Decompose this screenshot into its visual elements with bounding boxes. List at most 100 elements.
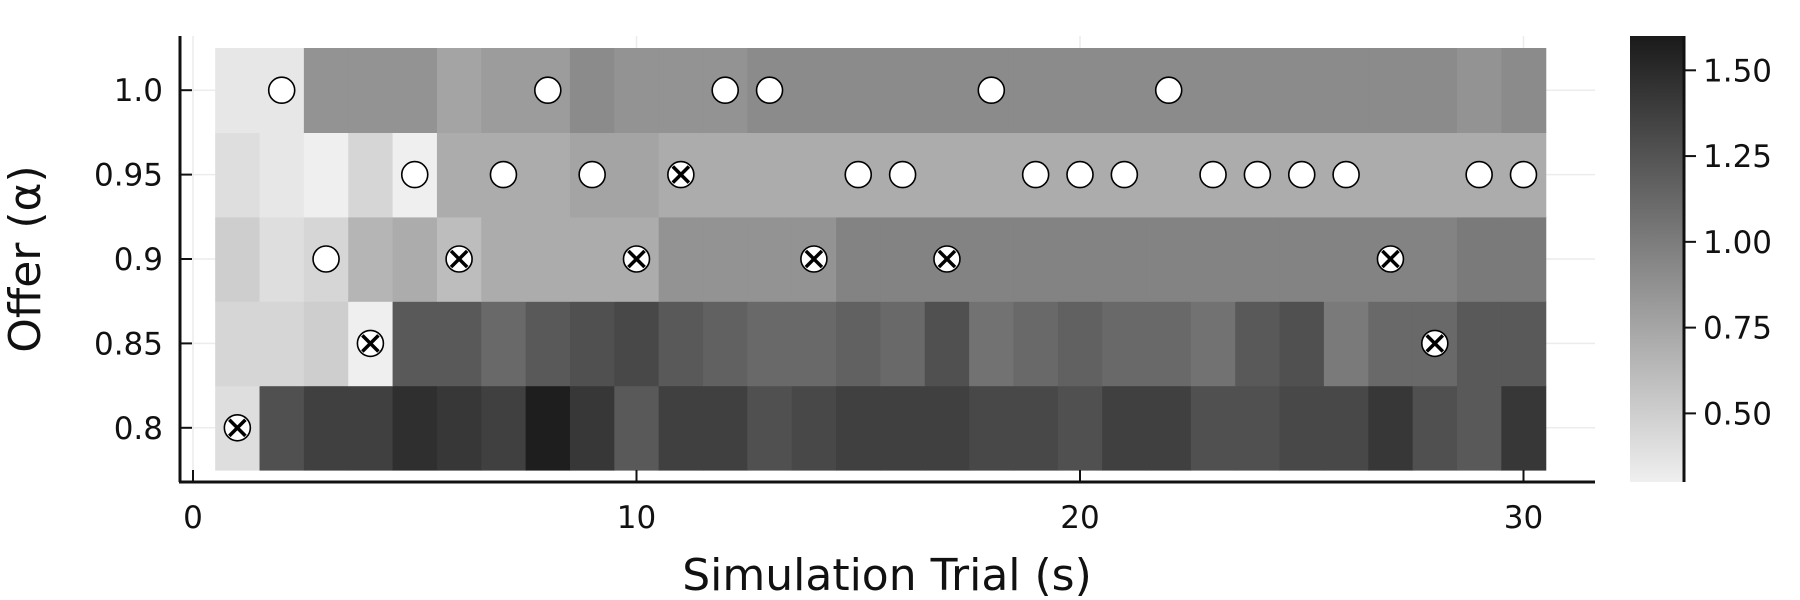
y-ticks: 0.8 0.85 0.9 0.95 1.0 [94, 73, 192, 447]
heatmap-cell [436, 48, 482, 133]
heatmap-cell [392, 385, 438, 471]
heatmap-cell [303, 132, 349, 218]
heatmap-cell [1190, 301, 1236, 387]
cross-mark [1425, 334, 1445, 353]
open-circle-marker [844, 160, 873, 189]
heatmap-cell [215, 216, 261, 302]
heatmap-cell [1235, 48, 1281, 133]
heatmap-cell [1190, 48, 1236, 133]
heatmap-cell [747, 301, 793, 387]
heatmap-cell [259, 385, 305, 471]
heatmap-cell [969, 216, 1015, 302]
heatmap-cell [880, 301, 926, 387]
x-tick-label: 20 [1060, 500, 1099, 536]
heatmap-cell [303, 48, 349, 133]
heatmap-cell [658, 385, 704, 471]
heatmap-cell [348, 48, 394, 133]
colorbar-gradient [1630, 36, 1684, 482]
x-tick-label: 10 [617, 500, 656, 536]
heatmap-cell [969, 132, 1015, 218]
heatmap-cell [525, 132, 571, 218]
heatmap-cell [1323, 301, 1369, 387]
heatmap-cell [392, 48, 438, 133]
markers [223, 76, 1538, 442]
open-circle-marker [312, 245, 340, 273]
heatmap-cell [791, 48, 837, 133]
heatmap-cell [1323, 48, 1369, 133]
heatmap-cell [525, 385, 571, 471]
open-circle-marker [1509, 160, 1538, 189]
heatmap-cell [1368, 132, 1414, 218]
heatmap-cell [1501, 301, 1547, 387]
heatmap-cell [969, 385, 1015, 471]
heatmap-cell [1279, 48, 1325, 133]
heatmap-cell [880, 48, 926, 133]
heatmap-cell [1323, 216, 1369, 302]
heatmap-cell [259, 216, 305, 302]
x-ticks: 0 10 20 30 [183, 470, 1543, 536]
open-circle-marker [1332, 160, 1360, 189]
open-circle-marker [1199, 160, 1227, 189]
heatmap-cell [703, 301, 748, 387]
cross-mark [449, 249, 469, 269]
heatmap-cell [481, 48, 527, 133]
heatmap-cell [1456, 385, 1502, 471]
heatmap-cell [525, 301, 571, 387]
y-tick-label: 0.85 [94, 326, 163, 362]
heatmap-cell [392, 216, 438, 302]
heatmap-cell [1146, 132, 1192, 218]
heatmap-cell [1412, 48, 1458, 133]
heatmap-cell [1412, 132, 1458, 218]
heatmap-cell [1323, 385, 1369, 471]
open-circle-marker [1066, 160, 1094, 189]
heatmap-cell [880, 216, 926, 302]
heatmap-cell [1013, 216, 1059, 302]
heatmap-cell [1368, 301, 1414, 387]
heatmap-cell [969, 301, 1015, 387]
heatmap-cell [614, 385, 660, 471]
heatmap-cell [924, 132, 970, 218]
colorbar-tick-label: 0.75 [1703, 311, 1772, 347]
heatmap-cells [215, 48, 1547, 471]
heatmap-cell [703, 132, 748, 218]
heatmap-cell [436, 301, 482, 387]
heatmap-cell [348, 385, 394, 471]
heatmap-cell [703, 216, 748, 302]
heatmap-cell [481, 385, 527, 471]
open-circle-marker [755, 76, 784, 104]
heatmap-cell [1235, 216, 1281, 302]
heatmap-cell [1057, 48, 1103, 133]
heatmap-cell [1057, 216, 1103, 302]
heatmap-cell [1456, 301, 1502, 387]
heatmap-cell [1146, 216, 1192, 302]
x-axis-title: Simulation Trial (s) [682, 550, 1092, 600]
heatmap-cell [1102, 301, 1148, 387]
heatmap-cell [614, 48, 660, 133]
heatmap-cell [1102, 385, 1148, 471]
heatmap-cell [1190, 385, 1236, 471]
heatmap-cell [658, 216, 704, 302]
heatmap-cell [658, 48, 704, 133]
heatmap-cell [703, 385, 748, 471]
cross-mark [937, 249, 957, 269]
heatmap-cell [1146, 385, 1192, 471]
heatmap-cell [259, 132, 305, 218]
heatmap-cell [259, 301, 305, 387]
open-circle-marker [1154, 76, 1183, 104]
heatmap-cell [436, 385, 482, 471]
heatmap-cell [836, 216, 882, 302]
heatmap-cell [836, 48, 882, 133]
heatmap-cell [1412, 385, 1458, 471]
heatmap-cell [1368, 385, 1414, 471]
heatmap-cell [791, 132, 837, 218]
heatmap-cell [1235, 301, 1281, 387]
heatmap-cell [1456, 216, 1502, 302]
heatmap-cell [791, 385, 837, 471]
heatmap-cell [569, 48, 615, 133]
heatmap-cell [436, 132, 482, 218]
heatmap-cell [1235, 385, 1281, 471]
heatmap-cell [1279, 301, 1325, 387]
open-circle-marker [711, 76, 740, 104]
heatmap-cell [924, 301, 970, 387]
heatmap-cell [747, 216, 793, 302]
